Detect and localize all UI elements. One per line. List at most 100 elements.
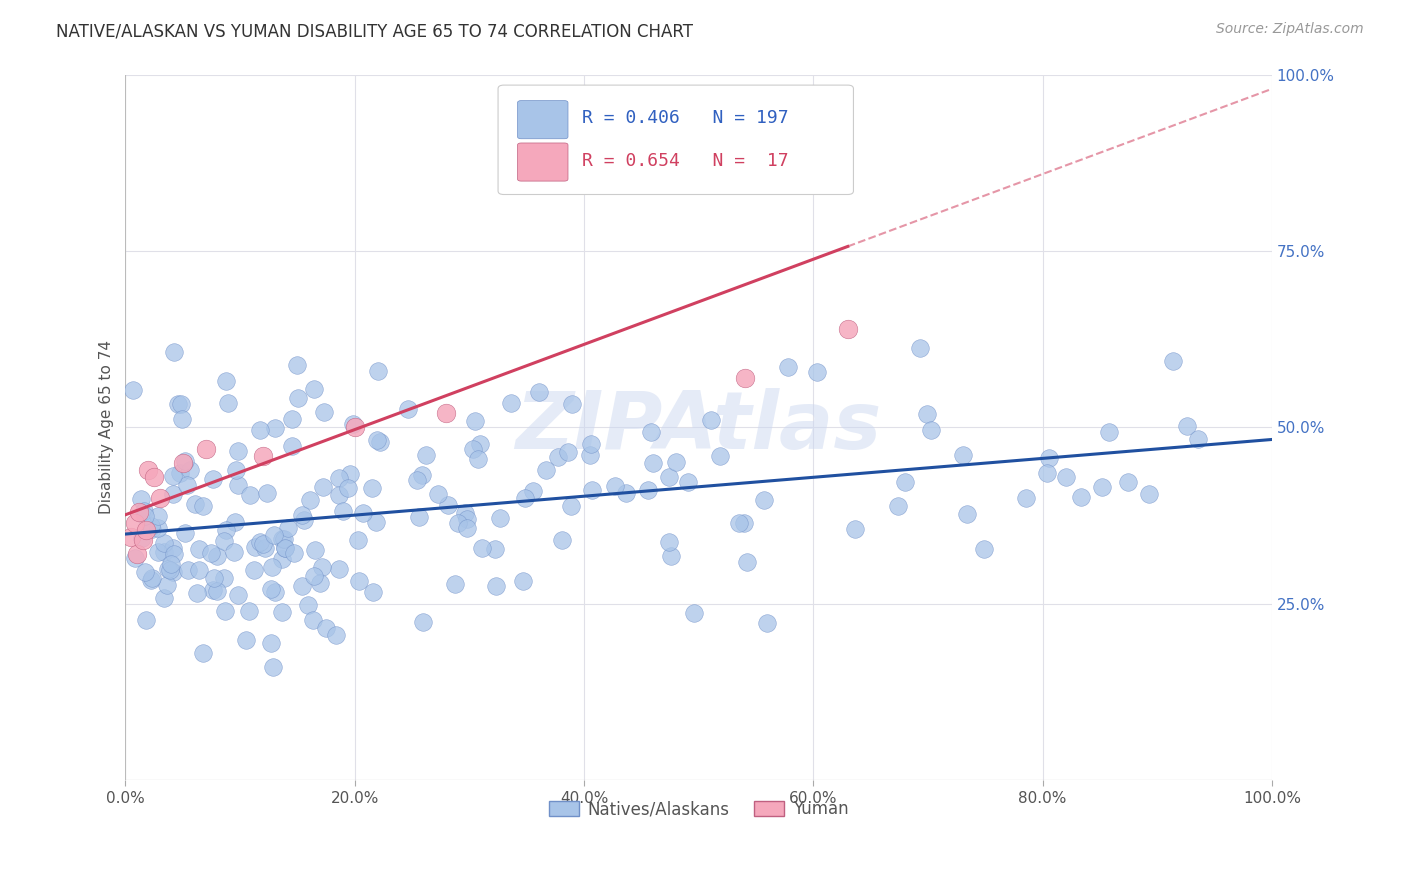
Point — [260, 582, 283, 597]
Point — [343, 420, 366, 434]
Point — [683, 606, 706, 620]
Point — [366, 433, 388, 447]
Point — [287, 391, 309, 405]
Point — [297, 598, 319, 612]
Point — [239, 488, 262, 502]
Point — [141, 518, 163, 533]
Point — [471, 541, 494, 555]
Text: NATIVE/ALASKAN VS YUMAN DISABILITY AGE 65 TO 74 CORRELATION CHART: NATIVE/ALASKAN VS YUMAN DISABILITY AGE 6… — [56, 22, 693, 40]
Point — [212, 571, 235, 585]
Point — [194, 442, 217, 456]
Point — [1036, 466, 1059, 480]
Point — [135, 523, 157, 537]
Point — [512, 574, 534, 588]
Point — [128, 505, 150, 519]
Point — [134, 566, 156, 580]
Point — [547, 450, 569, 465]
Point — [328, 487, 350, 501]
Point — [152, 591, 174, 605]
Point — [456, 521, 478, 535]
Point — [658, 470, 681, 484]
Point — [676, 475, 699, 489]
Point — [806, 365, 828, 379]
Point — [484, 541, 506, 556]
Point — [426, 487, 449, 501]
Point — [156, 562, 179, 576]
Point — [467, 451, 489, 466]
Point — [304, 383, 326, 397]
Point — [605, 479, 627, 493]
Point — [283, 546, 305, 560]
Point — [270, 532, 292, 546]
Point — [661, 549, 683, 563]
Point — [332, 504, 354, 518]
Point — [207, 549, 229, 564]
Point — [363, 584, 385, 599]
Point — [285, 358, 308, 372]
Point — [191, 646, 214, 660]
Point — [120, 530, 142, 544]
Point — [315, 621, 337, 635]
Text: R = 0.406   N = 197: R = 0.406 N = 197 — [582, 110, 789, 128]
Point — [141, 574, 163, 588]
Point — [699, 413, 721, 427]
Point — [728, 516, 751, 530]
Point — [551, 533, 574, 547]
Point — [292, 513, 315, 527]
Point — [328, 470, 350, 484]
Point — [437, 498, 460, 512]
Point — [1070, 490, 1092, 504]
Point — [456, 512, 478, 526]
Point — [637, 483, 659, 497]
FancyBboxPatch shape — [517, 101, 568, 139]
Point — [778, 359, 800, 374]
Point — [274, 541, 297, 555]
Point — [534, 462, 557, 476]
Point — [1161, 353, 1184, 368]
Point — [844, 522, 866, 536]
Point — [367, 364, 389, 378]
Point — [163, 547, 186, 561]
Legend: Natives/Alaskans, Yuman: Natives/Alaskans, Yuman — [543, 794, 855, 825]
Point — [129, 491, 152, 506]
Point — [581, 483, 603, 497]
Point — [214, 374, 236, 388]
Point — [312, 405, 335, 419]
Point — [131, 532, 153, 546]
Point — [274, 541, 297, 555]
Point — [200, 545, 222, 559]
Point — [134, 508, 156, 523]
Point — [956, 507, 979, 521]
Point — [167, 397, 190, 411]
Point — [886, 499, 908, 513]
Point — [1038, 451, 1060, 466]
Point — [187, 563, 209, 577]
Point — [361, 481, 384, 495]
Point — [347, 533, 370, 547]
Point — [1137, 487, 1160, 501]
Point — [162, 487, 184, 501]
Point — [291, 508, 314, 523]
Point — [256, 486, 278, 500]
Point — [226, 588, 249, 602]
Point — [735, 555, 758, 569]
Point — [125, 548, 148, 562]
Point — [277, 521, 299, 535]
Point — [1118, 475, 1140, 489]
Point — [184, 497, 207, 511]
Point — [444, 577, 467, 591]
Point — [172, 412, 194, 426]
Point — [162, 469, 184, 483]
Point — [952, 448, 974, 462]
Point — [308, 575, 330, 590]
Point — [222, 545, 245, 559]
Point — [148, 544, 170, 558]
Point — [366, 515, 388, 529]
Point — [202, 571, 225, 585]
Point — [291, 578, 314, 592]
Point — [312, 480, 335, 494]
Point — [245, 540, 267, 554]
Point — [177, 563, 200, 577]
Point — [302, 569, 325, 583]
Point — [709, 449, 731, 463]
